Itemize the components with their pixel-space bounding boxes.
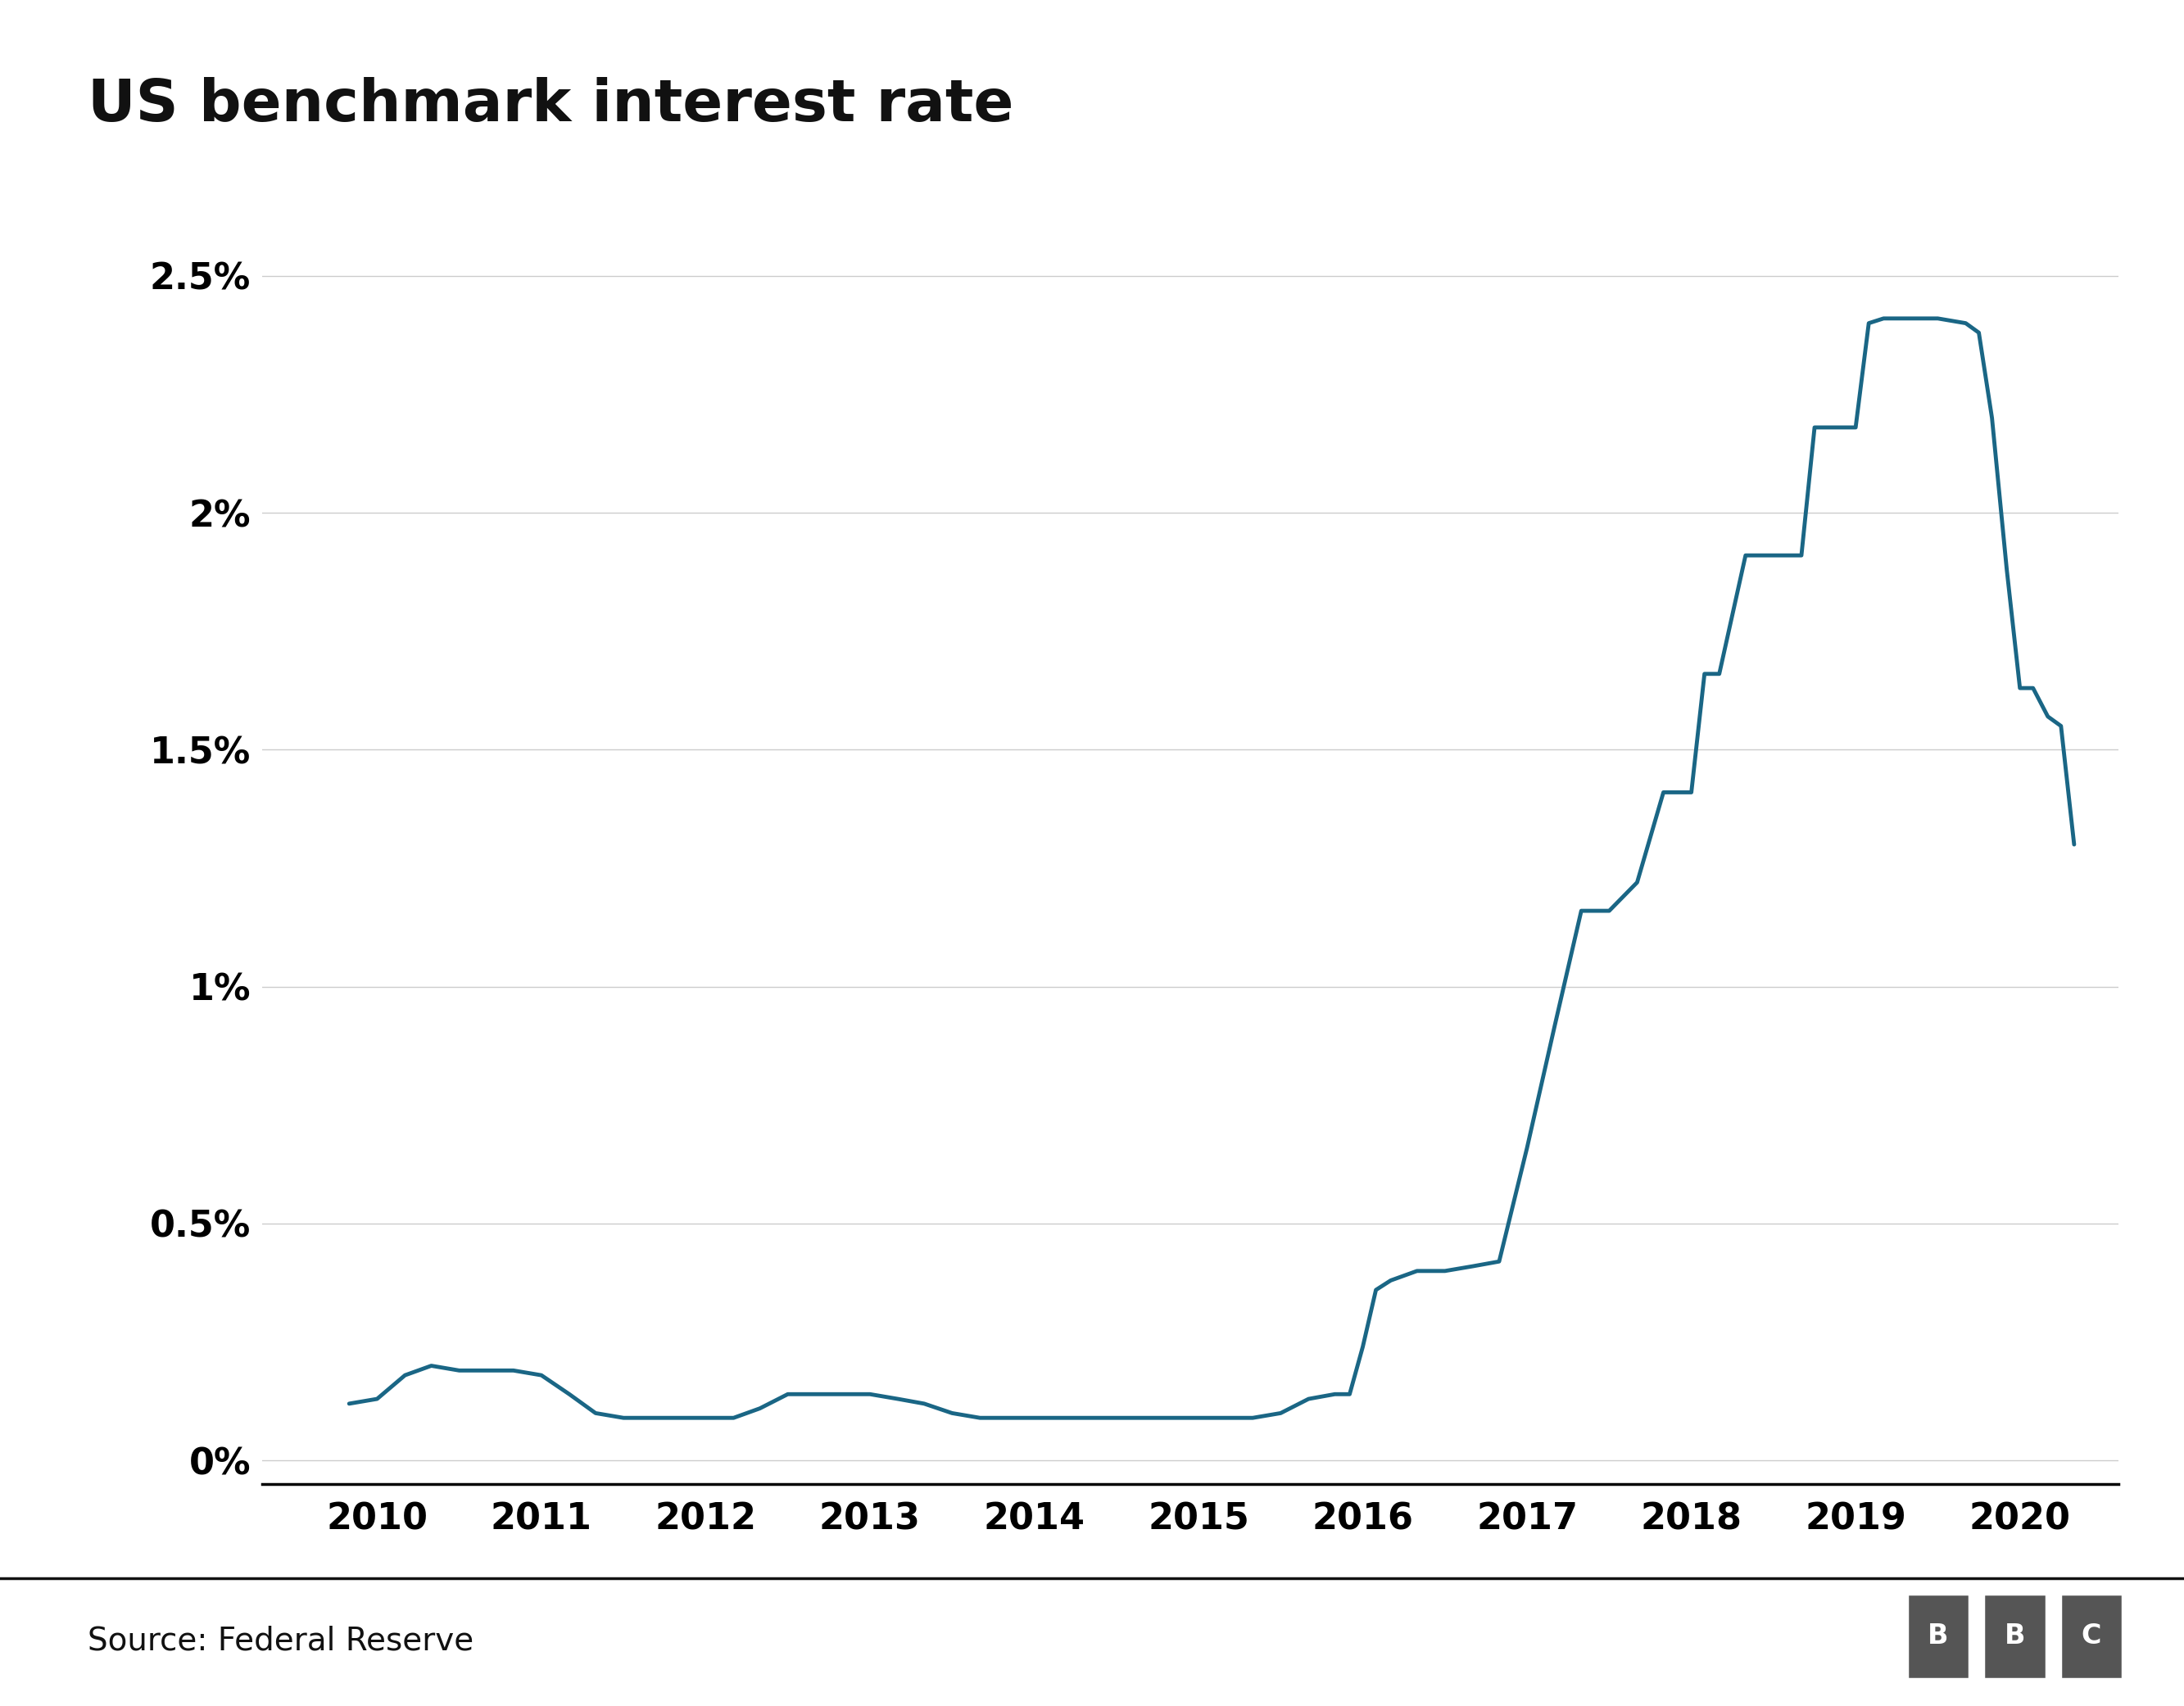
Text: B: B bbox=[1928, 1622, 1948, 1650]
Text: US benchmark interest rate: US benchmark interest rate bbox=[87, 77, 1013, 133]
FancyBboxPatch shape bbox=[1907, 1593, 1970, 1679]
Text: Source: Federal Reserve: Source: Federal Reserve bbox=[87, 1626, 474, 1657]
FancyBboxPatch shape bbox=[2060, 1593, 2123, 1679]
FancyBboxPatch shape bbox=[1983, 1593, 2046, 1679]
Text: B: B bbox=[2005, 1622, 2025, 1650]
Text: C: C bbox=[2081, 1622, 2101, 1650]
